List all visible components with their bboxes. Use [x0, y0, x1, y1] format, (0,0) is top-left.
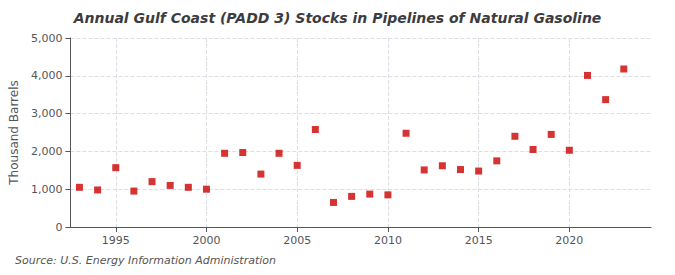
svg-text:4,000: 4,000 — [31, 69, 63, 82]
svg-text:2020: 2020 — [555, 234, 583, 247]
svg-text:2015: 2015 — [465, 234, 493, 247]
svg-text:2000: 2000 — [192, 234, 220, 247]
svg-text:0: 0 — [55, 221, 62, 234]
svg-text:Annual Gulf Coast (PADD 3) Sto: Annual Gulf Coast (PADD 3) Stocks in Pip… — [73, 10, 602, 26]
svg-text:5,000: 5,000 — [31, 32, 63, 45]
svg-text:Source: U.S. Energy Informatio: Source: U.S. Energy Information Administ… — [15, 254, 276, 267]
svg-text:Thousand Barrels: Thousand Barrels — [7, 80, 21, 185]
svg-text:1995: 1995 — [102, 234, 130, 247]
svg-text:3,000: 3,000 — [31, 107, 63, 120]
svg-text:2010: 2010 — [374, 234, 402, 247]
svg-text:2005: 2005 — [283, 234, 311, 247]
svg-text:2,000: 2,000 — [31, 145, 63, 158]
svg-text:1,000: 1,000 — [31, 183, 63, 196]
